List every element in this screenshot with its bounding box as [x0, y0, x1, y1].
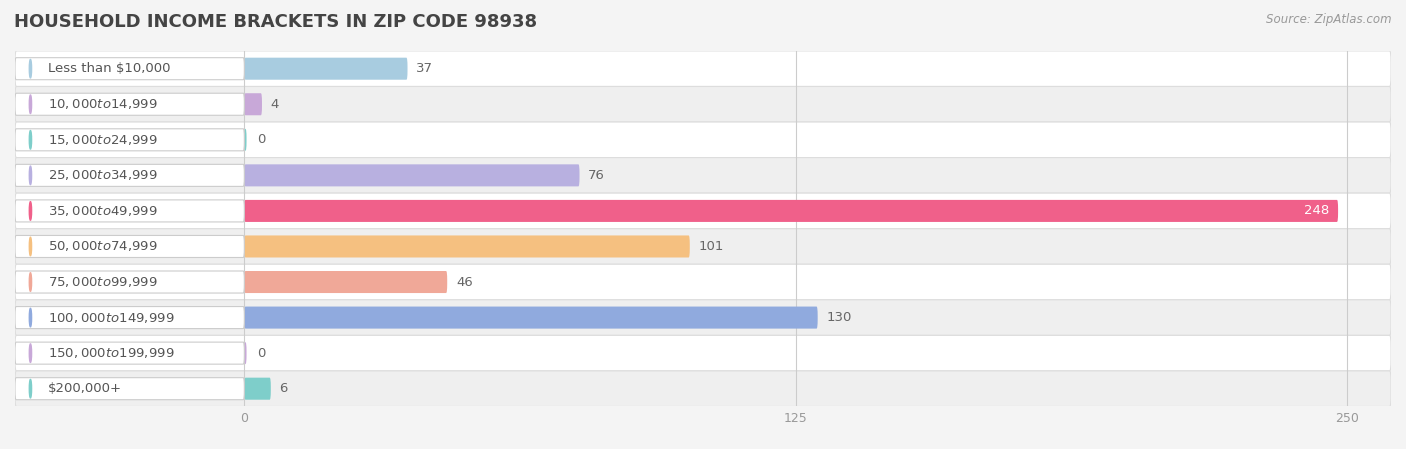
Text: 101: 101: [699, 240, 724, 253]
Text: Less than $10,000: Less than $10,000: [48, 62, 170, 75]
FancyBboxPatch shape: [15, 200, 245, 222]
Text: 4: 4: [271, 98, 280, 111]
FancyBboxPatch shape: [15, 229, 1391, 264]
Circle shape: [30, 344, 31, 362]
Text: $25,000 to $34,999: $25,000 to $34,999: [48, 168, 157, 182]
FancyBboxPatch shape: [245, 129, 246, 151]
FancyBboxPatch shape: [245, 342, 246, 364]
Circle shape: [30, 95, 31, 114]
FancyBboxPatch shape: [15, 51, 1391, 87]
Circle shape: [30, 166, 31, 185]
FancyBboxPatch shape: [15, 342, 245, 364]
FancyBboxPatch shape: [15, 87, 1391, 122]
FancyBboxPatch shape: [15, 307, 245, 329]
FancyBboxPatch shape: [15, 129, 245, 151]
FancyBboxPatch shape: [245, 200, 1339, 222]
FancyBboxPatch shape: [15, 271, 245, 293]
Circle shape: [30, 202, 31, 220]
Text: $50,000 to $74,999: $50,000 to $74,999: [48, 239, 157, 254]
FancyBboxPatch shape: [15, 193, 1391, 229]
Circle shape: [30, 237, 31, 256]
Text: $200,000+: $200,000+: [48, 382, 122, 395]
FancyBboxPatch shape: [245, 93, 262, 115]
Text: Source: ZipAtlas.com: Source: ZipAtlas.com: [1267, 13, 1392, 26]
FancyBboxPatch shape: [245, 57, 408, 80]
FancyBboxPatch shape: [245, 307, 818, 329]
Text: $15,000 to $24,999: $15,000 to $24,999: [48, 133, 157, 147]
Text: HOUSEHOLD INCOME BRACKETS IN ZIP CODE 98938: HOUSEHOLD INCOME BRACKETS IN ZIP CODE 98…: [14, 13, 537, 31]
FancyBboxPatch shape: [15, 235, 245, 257]
FancyBboxPatch shape: [15, 371, 1391, 406]
FancyBboxPatch shape: [15, 93, 245, 115]
Text: $75,000 to $99,999: $75,000 to $99,999: [48, 275, 157, 289]
Text: 37: 37: [416, 62, 433, 75]
Text: 0: 0: [257, 347, 266, 360]
Text: $100,000 to $149,999: $100,000 to $149,999: [48, 311, 174, 325]
FancyBboxPatch shape: [15, 378, 245, 400]
Circle shape: [30, 131, 31, 149]
Text: $150,000 to $199,999: $150,000 to $199,999: [48, 346, 174, 360]
Circle shape: [30, 273, 31, 291]
FancyBboxPatch shape: [15, 158, 1391, 193]
Circle shape: [30, 308, 31, 327]
Text: 76: 76: [588, 169, 605, 182]
FancyBboxPatch shape: [15, 57, 245, 80]
FancyBboxPatch shape: [245, 164, 579, 186]
Text: 6: 6: [280, 382, 288, 395]
Text: $35,000 to $49,999: $35,000 to $49,999: [48, 204, 157, 218]
FancyBboxPatch shape: [15, 122, 1391, 158]
Text: 0: 0: [257, 133, 266, 146]
Text: 248: 248: [1303, 204, 1329, 217]
FancyBboxPatch shape: [245, 378, 271, 400]
FancyBboxPatch shape: [15, 335, 1391, 371]
Circle shape: [30, 379, 31, 398]
FancyBboxPatch shape: [15, 164, 245, 186]
Text: $10,000 to $14,999: $10,000 to $14,999: [48, 97, 157, 111]
FancyBboxPatch shape: [15, 264, 1391, 300]
FancyBboxPatch shape: [15, 300, 1391, 335]
Text: 130: 130: [827, 311, 852, 324]
FancyBboxPatch shape: [245, 271, 447, 293]
Circle shape: [30, 59, 31, 78]
Text: 46: 46: [456, 276, 472, 289]
FancyBboxPatch shape: [245, 235, 690, 257]
